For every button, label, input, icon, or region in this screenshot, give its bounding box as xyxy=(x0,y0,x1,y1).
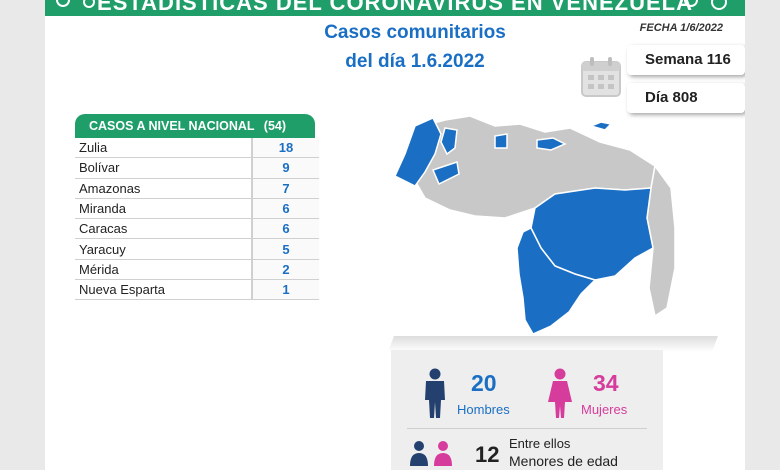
report-date: FECHA 1/6/2022 xyxy=(639,22,723,34)
map-region-merida xyxy=(431,161,460,186)
state-cases: 5 xyxy=(251,238,319,260)
title-line-2: del día 1.6.2022 xyxy=(345,51,485,72)
table-row: Yaracuy 5 xyxy=(75,238,319,260)
state-cases: 18 xyxy=(251,138,319,159)
week-counter: Semana 116 xyxy=(627,45,745,75)
map-region-miranda xyxy=(536,137,567,151)
national-cases-label: CASOS A NIVEL NACIONAL xyxy=(89,119,255,133)
day-counter: Día 808 xyxy=(627,83,745,113)
stats-panel: 20 Hombres 34 Mujeres 12 Entre ellos Men… xyxy=(391,350,663,470)
map-region-falcon xyxy=(440,127,458,156)
virus-icon xyxy=(684,0,727,10)
state-name: Caracas xyxy=(75,218,252,240)
state-cases: 2 xyxy=(251,259,319,281)
table-row: Mérida 2 xyxy=(75,259,319,281)
table-row: Bolívar 9 xyxy=(75,157,319,179)
state-name: Yaracuy xyxy=(75,238,252,260)
national-cases-total: (54) xyxy=(263,119,287,133)
state-cases: 1 xyxy=(251,279,319,301)
map-region-amazonas xyxy=(516,226,597,335)
woman-icon xyxy=(548,368,572,418)
infographic-card: ESTADÍSTICAS DEL CORONAVIRUS EN VENEZUEL… xyxy=(45,0,745,470)
table-row: Caracas 6 xyxy=(75,218,319,240)
stats-divider xyxy=(407,428,647,429)
table-row: Amazonas 7 xyxy=(75,178,319,199)
state-name: Bolívar xyxy=(75,157,252,179)
title-line-1: Casos comunitarios xyxy=(324,22,506,43)
state-name: Nueva Esparta xyxy=(75,279,252,301)
map-region-zulia xyxy=(394,117,442,187)
state-cases: 9 xyxy=(251,157,319,179)
national-cases-header: CASOS A NIVEL NACIONAL (54) xyxy=(75,114,315,138)
men-label: Hombres xyxy=(457,402,510,417)
cases-by-state-table: Zulia 18 Bolívar 9 Amazonas 7 Miranda 6 Cara… xyxy=(75,138,319,301)
venezuela-map xyxy=(394,115,675,335)
minors-label-line-2: Menores de edad xyxy=(509,453,618,469)
minors-count: 12 xyxy=(475,442,500,467)
family-icon xyxy=(410,441,452,466)
page-title: Casos comunitarios del día 1.6.2022 xyxy=(275,18,555,76)
minors-label-line-1: Entre ellos xyxy=(509,436,571,451)
map-region-yaracuy xyxy=(494,133,508,149)
calendar-icon xyxy=(581,57,621,97)
state-cases: 7 xyxy=(251,178,319,199)
table-row: Zulia 18 xyxy=(75,138,319,159)
banner-title: ESTADÍSTICAS DEL CORONAVIRUS EN VENEZUEL… xyxy=(45,0,745,16)
women-count: 34 xyxy=(593,370,619,396)
table-row: Nueva Esparta 1 xyxy=(75,279,319,301)
table-row: Miranda 6 xyxy=(75,198,319,220)
state-cases: 6 xyxy=(251,218,319,240)
man-icon xyxy=(425,368,445,418)
state-name: Miranda xyxy=(75,198,252,220)
men-count: 20 xyxy=(471,370,497,396)
state-name: Mérida xyxy=(75,259,252,281)
state-name: Zulia xyxy=(75,138,252,159)
virus-icon xyxy=(56,0,95,8)
state-name: Amazonas xyxy=(75,178,252,199)
map-region-nueva-esparta xyxy=(588,121,613,131)
women-label: Mujeres xyxy=(581,402,628,417)
state-cases: 6 xyxy=(251,198,319,220)
